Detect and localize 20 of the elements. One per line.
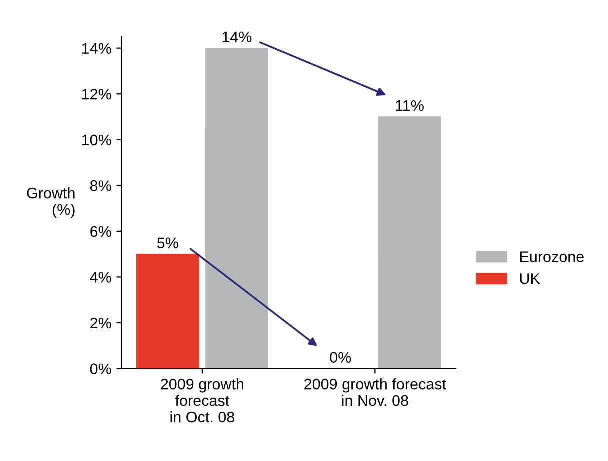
y-tick-label: 10% <box>82 134 112 146</box>
y-axis-title: Growth (%) <box>27 187 75 218</box>
y-tick-label: 14% <box>82 43 112 54</box>
bar <box>378 116 442 369</box>
y-tick-label: 6% <box>90 226 112 238</box>
legend-label: Eurozone <box>520 252 584 262</box>
legend-label: UK <box>520 274 540 284</box>
data-label: 0% <box>330 352 352 363</box>
y-tick-label: 2% <box>90 318 112 329</box>
bar <box>206 48 268 369</box>
x-tick-label: 2009 growth forecast in Nov. 08 <box>304 378 446 406</box>
x-tick-label: 2009 growth forecast in Oct. 08 <box>161 378 244 423</box>
data-label: 5% <box>157 238 178 249</box>
y-tick-label: 8% <box>90 180 112 192</box>
y-tick-label: 12% <box>82 88 112 100</box>
y-tick-label: 0% <box>90 364 112 374</box>
data-label: 11% <box>396 100 424 112</box>
y-tick-label: 4% <box>90 272 112 283</box>
data-label: 14% <box>222 32 252 42</box>
bar <box>136 254 200 369</box>
